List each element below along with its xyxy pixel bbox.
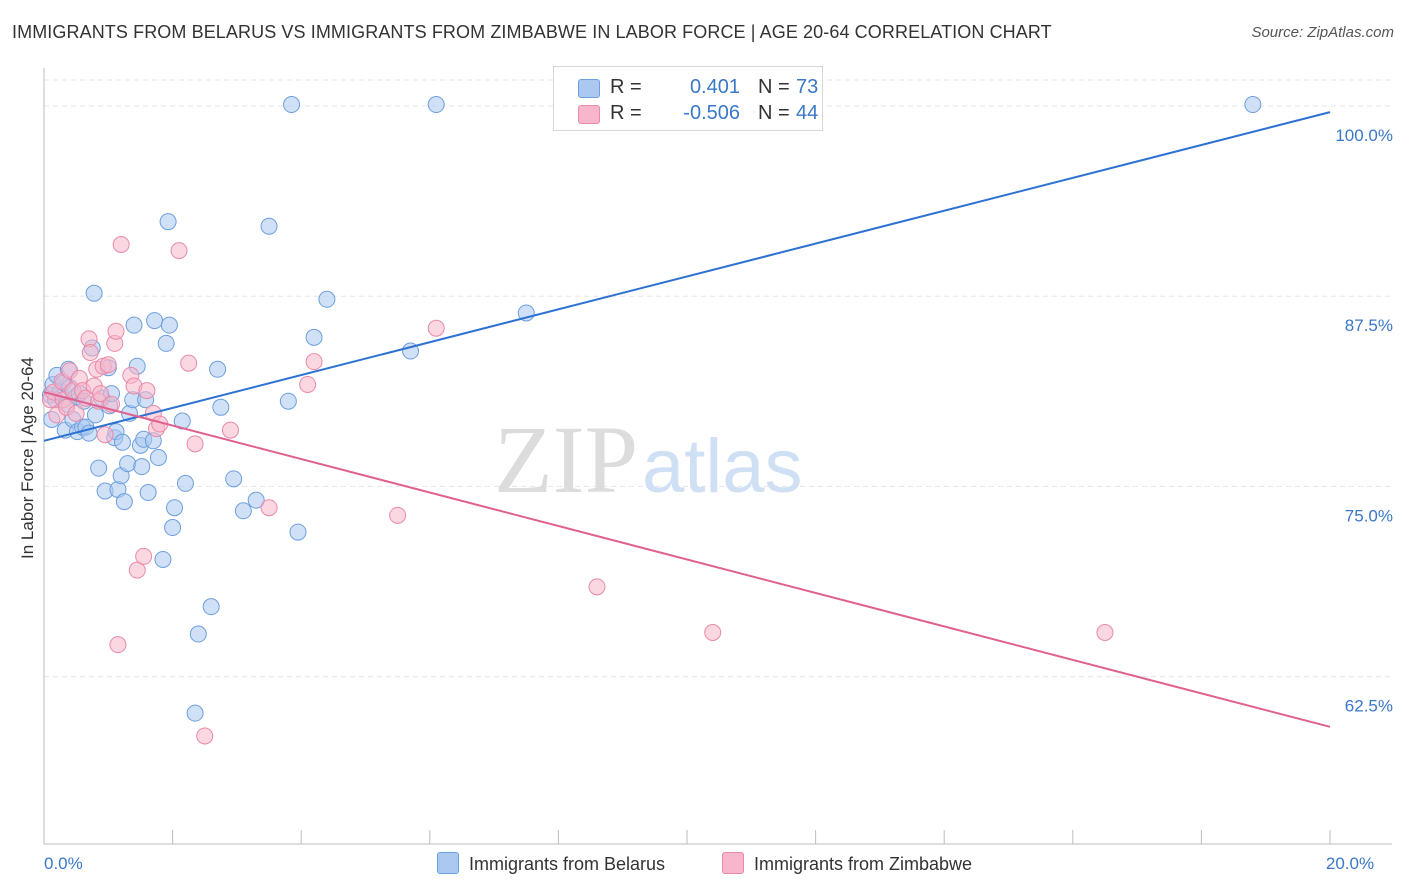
bottom-legend-belarus: Immigrants from Belarus	[437, 852, 665, 875]
legend-swatch-belarus	[437, 852, 459, 874]
data-point-belarus	[119, 455, 137, 473]
data-point-belarus	[260, 217, 278, 235]
data-point-belarus	[318, 290, 336, 308]
watermark-zip: ZIP	[494, 406, 638, 513]
x-tick-label: 0.0%	[44, 854, 83, 873]
data-point-zimbabwe	[299, 375, 317, 393]
data-point-belarus	[164, 519, 182, 537]
data-point-zimbabwe	[128, 561, 146, 579]
r-label: R =	[610, 102, 642, 124]
chart-title: IMMIGRANTS FROM BELARUS VS IMMIGRANTS FR…	[12, 22, 1052, 42]
data-point-belarus	[189, 625, 207, 643]
data-point-zimbabwe	[588, 578, 606, 596]
data-point-zimbabwe	[109, 636, 127, 654]
stats-legend: R = 0.401 N = 73 R = -0.506 N = 44	[553, 66, 823, 131]
data-point-zimbabwe	[99, 356, 117, 374]
data-point-zimbabwe	[67, 404, 85, 422]
data-point-belarus	[305, 328, 323, 346]
n-label: N =	[758, 76, 790, 98]
data-point-belarus	[154, 550, 172, 568]
data-point-zimbabwe	[260, 499, 278, 517]
legend-label-belarus: Immigrants from Belarus	[469, 854, 666, 874]
trend-layer	[43, 111, 1331, 728]
legend-swatch-zimbabwe	[578, 105, 600, 124]
data-point-belarus	[212, 398, 230, 416]
zimbabwe-points	[41, 236, 1114, 745]
data-point-belarus	[160, 316, 178, 334]
data-point-belarus	[1244, 96, 1262, 114]
data-point-zimbabwe	[107, 322, 125, 340]
data-point-zimbabwe	[138, 382, 156, 400]
watermark: ZIP atlas	[494, 406, 803, 513]
y-axis-title: In Labor Force | Age 20-64	[18, 357, 37, 559]
y-tick-label: 100.0%	[1335, 126, 1393, 145]
data-point-zimbabwe	[170, 242, 188, 260]
data-point-belarus	[157, 334, 175, 352]
r-value: 0.401	[689, 76, 740, 98]
watermark-atlas: atlas	[642, 424, 803, 509]
data-point-belarus	[289, 523, 307, 541]
data-point-zimbabwe	[96, 426, 114, 444]
n-label: N =	[758, 102, 790, 124]
data-point-belarus	[176, 474, 194, 492]
legend-label-zimbabwe: Immigrants from Zimbabwe	[754, 854, 973, 874]
n-value: 73	[796, 76, 819, 98]
axis-layer	[43, 68, 1392, 845]
data-point-zimbabwe	[186, 435, 204, 453]
data-point-zimbabwe	[180, 354, 198, 372]
data-point-zimbabwe	[92, 385, 110, 403]
data-point-zimbabwe	[704, 624, 722, 642]
grid-layer	[44, 79, 1392, 678]
data-point-belarus	[113, 433, 131, 451]
data-point-zimbabwe	[305, 353, 323, 371]
data-point-belarus	[149, 449, 167, 467]
y-tick-label: 75.0%	[1345, 506, 1393, 525]
data-point-zimbabwe	[1096, 624, 1114, 642]
data-point-zimbabwe	[196, 727, 214, 745]
data-point-zimbabwe	[389, 506, 407, 524]
data-point-belarus	[166, 499, 184, 517]
data-point-belarus	[202, 598, 220, 616]
r-label: R =	[610, 76, 642, 98]
data-point-belarus	[159, 213, 177, 231]
data-point-belarus	[115, 493, 133, 511]
belarus-points	[41, 96, 1262, 722]
legend-swatch-belarus	[578, 79, 600, 98]
data-point-zimbabwe	[135, 547, 153, 565]
data-point-belarus	[186, 704, 204, 722]
data-point-belarus	[279, 392, 297, 410]
data-point-belarus	[146, 312, 164, 330]
data-point-belarus	[125, 316, 143, 334]
data-point-zimbabwe	[112, 236, 130, 254]
data-point-zimbabwe	[221, 421, 239, 439]
data-point-belarus	[209, 360, 227, 378]
data-point-belarus	[225, 470, 243, 488]
trendline-belarus	[43, 111, 1331, 442]
bottom-legend-zimbabwe: Immigrants from Zimbabwe	[722, 852, 972, 875]
data-point-belarus	[283, 96, 301, 114]
data-point-belarus	[90, 459, 108, 477]
data-point-belarus	[133, 458, 151, 476]
data-point-zimbabwe	[81, 344, 99, 362]
data-point-belarus	[234, 502, 252, 520]
data-point-belarus	[85, 284, 103, 302]
r-value: -0.506	[683, 102, 740, 124]
y-tick-label: 62.5%	[1345, 697, 1393, 716]
data-point-belarus	[427, 96, 445, 114]
source-label: Source: ZipAtlas.com	[1251, 24, 1394, 41]
data-point-belarus	[247, 491, 265, 509]
x-tick-label: 20.0%	[1326, 854, 1374, 873]
y-tick-label: 87.5%	[1345, 316, 1393, 335]
trendline-zimbabwe	[43, 391, 1331, 728]
legend-swatch-zimbabwe	[722, 852, 744, 874]
data-point-zimbabwe	[427, 319, 445, 337]
tick-labels: 62.5% 75.0% 87.5% 100.0% 0.0% 20.0%	[44, 126, 1393, 873]
n-value: 44	[796, 102, 819, 124]
data-point-belarus	[139, 484, 157, 502]
